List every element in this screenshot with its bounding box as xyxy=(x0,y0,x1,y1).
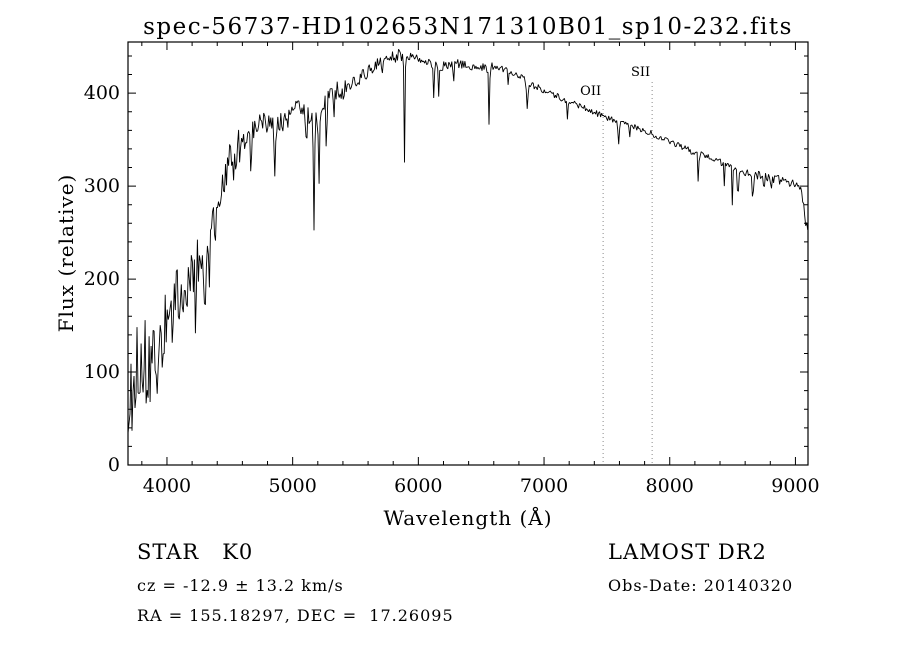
y-tick-label: 200 xyxy=(84,268,120,290)
marker-label-oii: OII xyxy=(580,84,601,99)
x-tick-label: 4000 xyxy=(143,475,191,497)
obs-date-text: Obs-Date: 20140320 xyxy=(608,576,794,595)
y-tick-label: 300 xyxy=(84,175,120,197)
x-tick-label: 8000 xyxy=(646,475,694,497)
radial-velocity-text: cz = -12.9 ± 13.2 km/s xyxy=(137,576,344,595)
y-tick-label: 100 xyxy=(84,361,120,383)
plot-title: spec-56737-HD102653N171310B01_sp10-232.f… xyxy=(143,14,793,40)
x-tick-label: 5000 xyxy=(268,475,316,497)
axis-ticks xyxy=(128,42,808,466)
survey-release-text: LAMOST DR2 xyxy=(608,540,767,564)
plot-frame xyxy=(127,41,809,466)
x-tick-label: 6000 xyxy=(394,475,442,497)
spectrum-line xyxy=(127,49,809,434)
x-tick-label: 7000 xyxy=(520,475,568,497)
y-tick-label: 0 xyxy=(108,454,120,476)
object-class-text: STAR K0 xyxy=(137,540,254,564)
y-tick-label: 400 xyxy=(84,82,120,104)
x-tick-label: 9000 xyxy=(771,475,819,497)
marker-label-sii: SII xyxy=(631,65,650,80)
x-axis-label: Wavelength (Å) xyxy=(383,506,553,530)
ra-dec-text: RA = 155.18297, DEC = 17.26095 xyxy=(137,606,454,625)
